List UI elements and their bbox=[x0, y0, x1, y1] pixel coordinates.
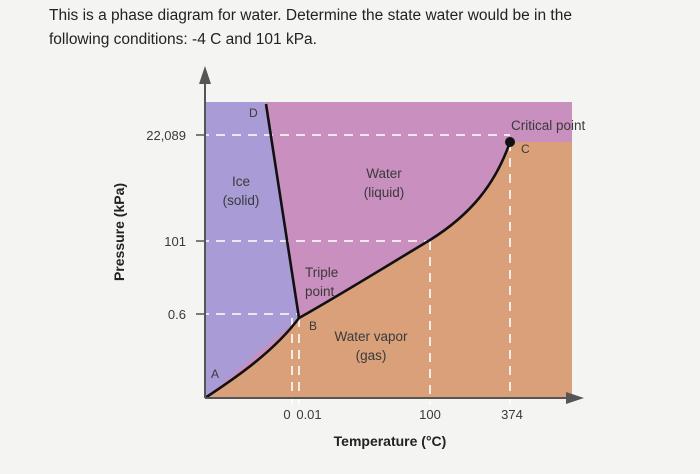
guide-lines bbox=[200, 134, 511, 405]
critical-point-dot bbox=[505, 137, 515, 147]
solid-region bbox=[205, 102, 299, 398]
x-axis-arrow bbox=[566, 392, 584, 404]
liquid-label-2: (liquid) bbox=[364, 185, 405, 200]
y-tick-22089: 22,089 bbox=[146, 128, 186, 143]
x-axis-title: Temperature (°C) bbox=[334, 433, 447, 449]
triple-point-label-2: point bbox=[305, 284, 335, 299]
gas-right-strip bbox=[510, 142, 572, 398]
point-a-label: A bbox=[211, 367, 219, 381]
point-c-label: C bbox=[521, 142, 530, 156]
x-tick-100: 100 bbox=[419, 407, 441, 422]
x-tick-0: 0 bbox=[283, 407, 290, 422]
y-axis-arrow bbox=[199, 66, 211, 84]
point-d-label: D bbox=[249, 106, 258, 120]
liquid-label-1: Water bbox=[366, 166, 402, 181]
gas-region-fill bbox=[205, 142, 510, 398]
triple-point-label-1: Triple bbox=[305, 265, 338, 280]
y-tick-101: 101 bbox=[164, 234, 186, 249]
melting-curve bbox=[264, 103, 301, 319]
gas-label-1: Water vapor bbox=[334, 329, 408, 344]
vaporization-curve bbox=[298, 141, 512, 320]
x-tick-374: 374 bbox=[501, 407, 523, 422]
solid-label-2: (solid) bbox=[223, 193, 260, 208]
liquid-right-strip bbox=[510, 102, 572, 142]
sublimation-curve bbox=[204, 317, 301, 400]
y-axis-title: Pressure (kPa) bbox=[111, 183, 127, 281]
gas-label-2: (gas) bbox=[356, 348, 387, 363]
phase-curves bbox=[204, 103, 512, 400]
point-b-label: B bbox=[309, 319, 317, 333]
x-tick-001: 0.01 bbox=[296, 407, 321, 422]
critical-point-label: Critical point bbox=[511, 118, 586, 133]
solid-label-1: Ice bbox=[232, 174, 250, 189]
y-tick-marks bbox=[196, 134, 205, 315]
y-tick-06: 0.6 bbox=[168, 307, 186, 322]
question-text: This is a phase diagram for water. Deter… bbox=[49, 7, 572, 48]
